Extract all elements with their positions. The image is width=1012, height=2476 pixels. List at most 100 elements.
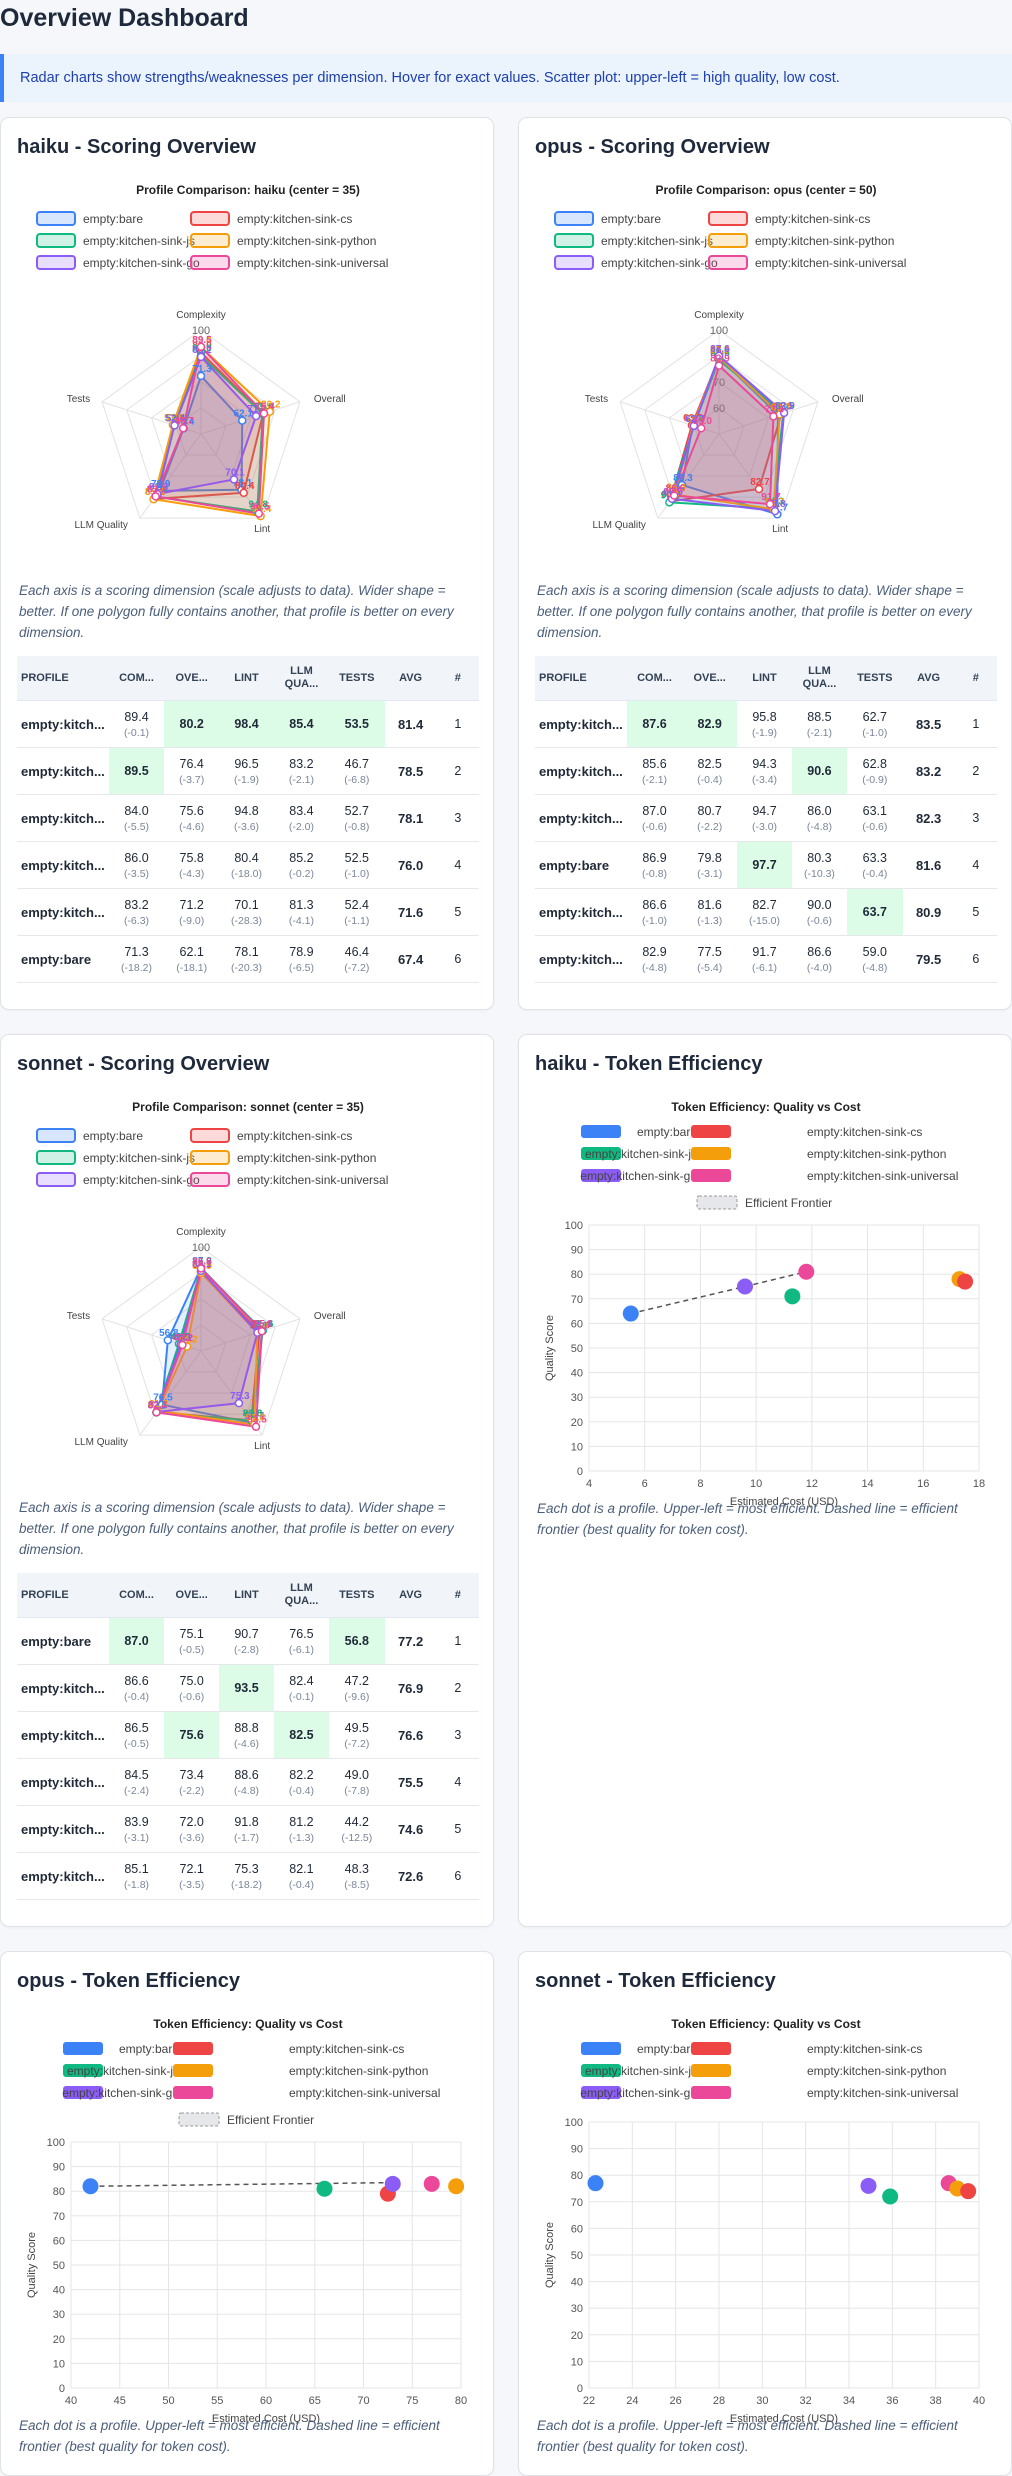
column-header-ove[interactable]: OVE... bbox=[164, 656, 220, 701]
legend-item-empty-kitchen-sink-universal[interactable]: empty:kitchen-sink-universal bbox=[691, 1169, 958, 1183]
column-header-com[interactable]: COM... bbox=[108, 1573, 165, 1618]
column-header-llm-qua[interactable]: LLM QUA... bbox=[273, 656, 330, 701]
legend-item-frontier[interactable]: Efficient Frontier bbox=[178, 2112, 314, 2127]
column-header-avg[interactable]: AVG bbox=[384, 656, 437, 701]
score-delta: (-6.5) bbox=[288, 961, 314, 974]
scatter-chart[interactable]: Token Efficiency: Quality vs Cost empty:b… bbox=[1, 2010, 494, 2450]
legend-item-empty-bare[interactable]: empty:bare bbox=[581, 1125, 697, 1139]
column-header-profile[interactable]: PROFILE bbox=[17, 1573, 109, 1618]
scatter-point-empty-kitchen-sink-js[interactable] bbox=[784, 1288, 801, 1305]
legend-item-empty-kitchen-sink-cs[interactable]: empty:kitchen-sink-cs bbox=[708, 211, 870, 226]
score-cell: 62.1 (-18.1) bbox=[164, 935, 220, 983]
column-header-[interactable]: # bbox=[436, 1573, 479, 1618]
legend-item-empty-kitchen-sink-go[interactable]: empty:kitchen-sink-go bbox=[580, 2086, 697, 2100]
legend-item-empty-kitchen-sink-universal[interactable]: empty:kitchen-sink-universal bbox=[190, 1172, 388, 1187]
table-row: empty:kitch... 85.6 (-2.1) 82.5 (-0.4) 94.3 (-… bbox=[535, 747, 997, 795]
legend-item-empty-kitchen-sink-go[interactable]: empty:kitchen-sink-go bbox=[36, 255, 200, 270]
column-header-ove[interactable]: OVE... bbox=[164, 1573, 220, 1618]
column-header-lint[interactable]: LINT bbox=[219, 1573, 274, 1618]
column-header-lint[interactable]: LINT bbox=[737, 656, 792, 701]
radar-point bbox=[770, 506, 780, 516]
x-tick-label: 6 bbox=[642, 1478, 648, 1490]
scatter-point-empty-kitchen-sink-cs[interactable] bbox=[957, 1273, 974, 1290]
legend-item-empty-kitchen-sink-python[interactable]: empty:kitchen-sink-python bbox=[173, 2064, 428, 2078]
column-header-profile[interactable]: PROFILE bbox=[535, 656, 627, 701]
scatter-point-empty-kitchen-sink-python[interactable] bbox=[448, 2178, 465, 2195]
legend-item-empty-kitchen-sink-go[interactable]: empty:kitchen-sink-go bbox=[580, 1169, 697, 1183]
legend-item-empty-kitchen-sink-python[interactable]: empty:kitchen-sink-python bbox=[708, 233, 894, 248]
legend-item-frontier[interactable]: Efficient Frontier bbox=[696, 1195, 832, 1210]
score-cell: 90.0 (-0.6) bbox=[791, 888, 848, 936]
x-axis-label: Estimated Cost (USD) bbox=[730, 2413, 838, 2425]
legend-item-empty-kitchen-sink-cs[interactable]: empty:kitchen-sink-cs bbox=[691, 2042, 922, 2056]
legend-item-empty-kitchen-sink-python[interactable]: empty:kitchen-sink-python bbox=[190, 233, 376, 248]
legend-item-empty-kitchen-sink-cs[interactable]: empty:kitchen-sink-cs bbox=[190, 1128, 352, 1143]
scatter-point-empty-bare[interactable] bbox=[587, 2175, 604, 2192]
legend-item-empty-kitchen-sink-js[interactable]: empty:kitchen-sink-js bbox=[581, 1147, 697, 1161]
legend-item-empty-kitchen-sink-js[interactable]: empty:kitchen-sink-js bbox=[63, 2064, 179, 2078]
legend-label: empty:kitchen-sink-js bbox=[83, 1151, 195, 1165]
scatter-point-empty-kitchen-sink-cs[interactable] bbox=[960, 2183, 977, 2200]
scatter-point-empty-kitchen-sink-js[interactable] bbox=[882, 2188, 899, 2205]
legend-item-empty-bare[interactable]: empty:bare bbox=[63, 2042, 179, 2056]
score-cell: 85.1 (-1.8) bbox=[108, 1852, 165, 1900]
scatter-point-empty-kitchen-sink-go[interactable] bbox=[737, 1278, 753, 1295]
legend-item-empty-bare[interactable]: empty:bare bbox=[36, 1128, 143, 1143]
column-header-[interactable]: # bbox=[436, 656, 479, 701]
column-header-llm-qua[interactable]: LLM QUA... bbox=[273, 1573, 330, 1618]
column-header-ove[interactable]: OVE... bbox=[682, 656, 738, 701]
legend-item-empty-kitchen-sink-python[interactable]: empty:kitchen-sink-python bbox=[691, 1147, 946, 1161]
legend-item-empty-kitchen-sink-go[interactable]: empty:kitchen-sink-go bbox=[36, 1172, 200, 1187]
legend-item-empty-kitchen-sink-js[interactable]: empty:kitchen-sink-js bbox=[36, 233, 195, 248]
legend-item-empty-kitchen-sink-js[interactable]: empty:kitchen-sink-js bbox=[36, 1150, 195, 1165]
scatter-point-empty-kitchen-sink-universal[interactable] bbox=[798, 1263, 815, 1280]
score-cell: 82.7 (-15.0) bbox=[737, 888, 792, 936]
legend-item-empty-kitchen-sink-universal[interactable]: empty:kitchen-sink-universal bbox=[190, 255, 388, 270]
column-header-llm-qua[interactable]: LLM QUA... bbox=[791, 656, 848, 701]
scatter-point-empty-kitchen-sink-go[interactable] bbox=[384, 2175, 401, 2192]
legend-item-empty-kitchen-sink-go[interactable]: empty:kitchen-sink-go bbox=[554, 255, 718, 270]
scatter-point-empty-bare[interactable] bbox=[622, 1305, 639, 1322]
column-header-com[interactable]: COM... bbox=[626, 656, 683, 701]
column-header-[interactable]: # bbox=[954, 656, 997, 701]
legend-swatch bbox=[691, 1147, 731, 1160]
column-header-avg[interactable]: AVG bbox=[384, 1573, 437, 1618]
score-cell: 49.0 (-7.8) bbox=[329, 1758, 385, 1806]
scatter-chart[interactable]: Token Efficiency: Quality vs Cost empty:b… bbox=[519, 1093, 1012, 1533]
legend-item-empty-kitchen-sink-go[interactable]: empty:kitchen-sink-go bbox=[62, 2086, 179, 2100]
legend-item-empty-kitchen-sink-cs[interactable]: empty:kitchen-sink-cs bbox=[691, 1125, 922, 1139]
radar-chart[interactable]: Profile Comparison: sonnet (center = 35)… bbox=[1, 1093, 494, 1513]
legend-item-empty-kitchen-sink-cs[interactable]: empty:kitchen-sink-cs bbox=[190, 211, 352, 226]
column-header-avg[interactable]: AVG bbox=[902, 656, 955, 701]
legend-item-empty-kitchen-sink-cs[interactable]: empty:kitchen-sink-cs bbox=[173, 2042, 404, 2056]
legend-item-empty-kitchen-sink-universal[interactable]: empty:kitchen-sink-universal bbox=[691, 2086, 958, 2100]
column-header-com[interactable]: COM... bbox=[108, 656, 165, 701]
scatter-point-empty-kitchen-sink-go[interactable] bbox=[860, 2177, 877, 2194]
avg-cell: 83.5 bbox=[902, 700, 955, 748]
column-header-tests[interactable]: TESTS bbox=[847, 656, 903, 701]
column-header-tests[interactable]: TESTS bbox=[329, 656, 385, 701]
column-header-lint[interactable]: LINT bbox=[219, 656, 274, 701]
avg-cell: 74.6 bbox=[384, 1805, 437, 1853]
column-header-tests[interactable]: TESTS bbox=[329, 1573, 385, 1618]
column-header-profile[interactable]: PROFILE bbox=[17, 656, 109, 701]
score-cell: 86.5 (-0.5) bbox=[108, 1711, 165, 1759]
radar-point bbox=[714, 361, 724, 370]
scatter-point-empty-kitchen-sink-universal[interactable] bbox=[423, 2175, 440, 2192]
radar-chart[interactable]: Profile Comparison: opus (center = 50) em… bbox=[519, 176, 1012, 596]
rank-cell: 3 bbox=[954, 794, 997, 842]
score-cell: 81.3 (-4.1) bbox=[273, 888, 330, 936]
radar-chart[interactable]: Profile Comparison: haiku (center = 35) e… bbox=[1, 176, 494, 596]
legend-item-empty-kitchen-sink-python[interactable]: empty:kitchen-sink-python bbox=[190, 1150, 376, 1165]
legend-item-empty-kitchen-sink-python[interactable]: empty:kitchen-sink-python bbox=[691, 2064, 946, 2078]
legend-item-empty-bare[interactable]: empty:bare bbox=[554, 211, 661, 226]
legend-item-empty-bare[interactable]: empty:bare bbox=[581, 2042, 697, 2056]
legend-item-empty-kitchen-sink-js[interactable]: empty:kitchen-sink-js bbox=[554, 233, 713, 248]
legend-item-empty-bare[interactable]: empty:bare bbox=[36, 211, 143, 226]
scatter-point-empty-bare[interactable] bbox=[82, 2178, 99, 2195]
legend-item-empty-kitchen-sink-universal[interactable]: empty:kitchen-sink-universal bbox=[173, 2086, 440, 2100]
legend-item-empty-kitchen-sink-universal[interactable]: empty:kitchen-sink-universal bbox=[708, 255, 906, 270]
scatter-point-empty-kitchen-sink-js[interactable] bbox=[316, 2180, 333, 2197]
legend-item-empty-kitchen-sink-js[interactable]: empty:kitchen-sink-js bbox=[581, 2064, 697, 2078]
scatter-chart[interactable]: Token Efficiency: Quality vs Cost empty:b… bbox=[519, 2010, 1012, 2450]
